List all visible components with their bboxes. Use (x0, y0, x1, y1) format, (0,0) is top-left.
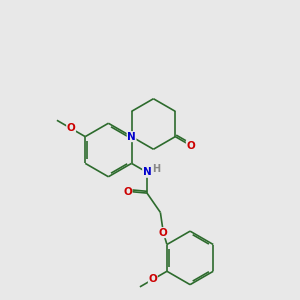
Text: O: O (123, 187, 132, 196)
Text: N: N (127, 132, 136, 142)
Text: O: O (67, 124, 75, 134)
Text: O: O (186, 140, 195, 151)
Text: N: N (142, 167, 152, 177)
Text: O: O (148, 274, 157, 284)
Text: O: O (159, 228, 168, 238)
Text: H: H (152, 164, 160, 174)
